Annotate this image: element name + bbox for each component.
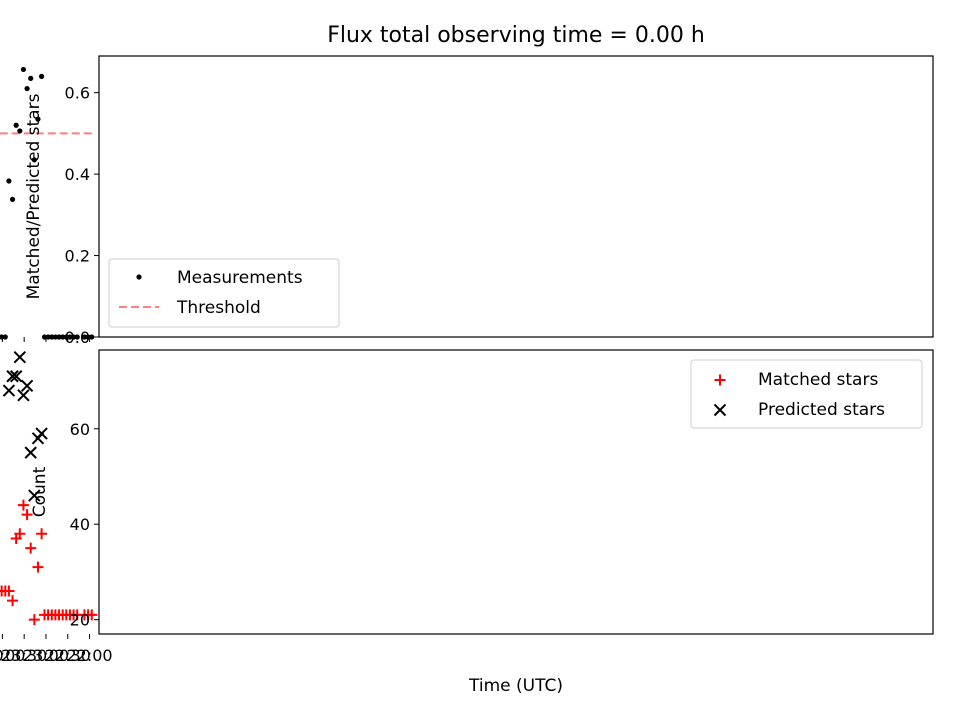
measurement-point (60, 334, 66, 340)
measurement-point (49, 334, 55, 340)
measurement-point (39, 73, 45, 79)
legend-threshold-label: Threshold (176, 298, 261, 318)
matched-star-point (39, 609, 51, 621)
measurement-point (17, 128, 23, 134)
predicted-star-point (13, 350, 27, 364)
predicted-star-point (28, 489, 41, 502)
chart-title: Flux total observing time = 0.00 h (327, 23, 705, 48)
top-x-ticks (1, 337, 91, 342)
measurement-point (56, 334, 62, 340)
top-legend: Measurements Threshold (108, 258, 340, 328)
legend-predicted-stars-label: Predicted stars (758, 400, 885, 420)
top-series-layer (0, 66, 95, 340)
predicted-star-point (24, 446, 37, 459)
x-tick-label: 00:00 (0, 646, 25, 665)
measurement-point (52, 334, 59, 340)
matched-star-point (36, 528, 48, 540)
measurement-point (67, 334, 73, 340)
predicted-star-point (6, 370, 19, 383)
predicted-star-point (17, 389, 30, 402)
matched-star-point (7, 595, 19, 607)
x-tick-label: 00:30 (0, 646, 4, 665)
matched-star-point (10, 533, 22, 545)
matched-star-point (21, 509, 33, 521)
bottom-y-axis-label: Count (30, 466, 50, 517)
top-y-ticks: 0.0 0.2 0.4 0.6 (65, 84, 99, 347)
matched-star-point (17, 499, 29, 511)
measurement-point (89, 334, 95, 340)
legend-matched-stars-label: Matched stars (758, 370, 878, 390)
top-axes: 0.0 0.2 0.4 0.6 Matched/Predicted stars Mea… (0, 55, 934, 347)
measurement-point (45, 334, 51, 340)
predicted-star-point (9, 370, 23, 383)
bottom-y-tick-label: 20 (70, 611, 90, 630)
legend-measurements-label: Measurements (177, 268, 303, 288)
measurement-point (2, 334, 8, 340)
top-y-axis-label: Matched/Predicted stars (24, 93, 44, 299)
x-tick-label: 22:00 (67, 646, 113, 665)
measurement-point (31, 157, 37, 163)
top-legend-box (108, 258, 340, 328)
legend-measurements-marker (136, 274, 142, 280)
x-tick-label: 22:30 (45, 646, 91, 665)
bottom-axes: 20 40 60 22:0022:3023:0023:3000:0000:3001:… (0, 349, 934, 696)
legend-matched-stars-marker (714, 374, 726, 386)
matched-star-point (28, 614, 40, 626)
top-axes-frame (98, 55, 934, 338)
matched-star-point (25, 542, 37, 554)
top-y-tick-label: 0.2 (65, 247, 90, 266)
bottom-y-ticks: 20 40 60 (70, 420, 99, 630)
x-tick-label: 23:00 (23, 646, 69, 665)
matched-star-point (0, 590, 4, 593)
measurement-point (81, 334, 88, 340)
bottom-legend-box (690, 359, 923, 429)
top-y-tick-label: 0.0 (65, 328, 90, 347)
bottom-axes-frame (98, 349, 934, 635)
measurement-point (13, 122, 19, 128)
measurement-point (28, 75, 34, 81)
predicted-star-point (20, 379, 34, 393)
x-axis-label: Time (UTC) (468, 676, 563, 696)
measurement-point (70, 334, 77, 340)
measurement-point (74, 334, 80, 340)
x-tick-label: 23:30 (1, 646, 47, 665)
predicted-star-point (31, 432, 45, 445)
top-y-tick-label: 0.4 (65, 165, 90, 184)
measurement-point (35, 116, 41, 122)
measurement-point (9, 196, 16, 202)
measurement-point (6, 178, 12, 184)
bottom-legend: Matched stars Predicted stars (690, 359, 923, 429)
measurement-point (20, 66, 27, 73)
bottom-x-ticks: 22:0022:3023:0023:3000:0000:3001:0001:30… (0, 634, 113, 665)
bottom-y-tick-label: 60 (70, 420, 90, 439)
predicted-star-point (2, 384, 16, 397)
bottom-series-layer (0, 350, 98, 626)
bottom-y-tick-label: 40 (70, 515, 90, 534)
top-y-tick-label: 0.6 (65, 84, 90, 103)
legend-predicted-stars-marker (713, 403, 727, 417)
measurement-point (24, 85, 30, 92)
measurement-point (0, 335, 1, 339)
matched-star-point (32, 561, 44, 573)
